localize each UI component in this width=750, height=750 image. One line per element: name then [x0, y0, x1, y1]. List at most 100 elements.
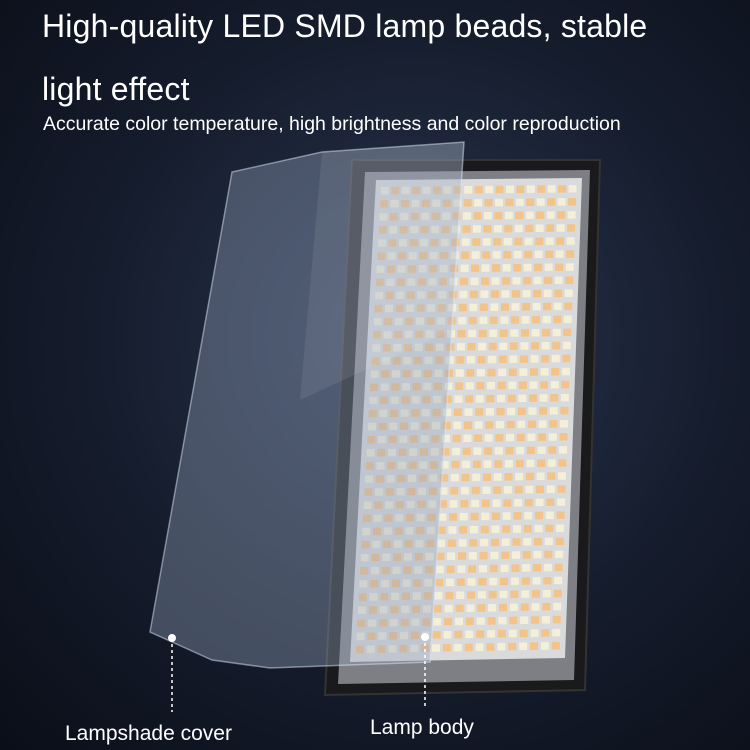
led-bead	[389, 632, 398, 640]
led-bead	[508, 381, 517, 390]
led-bead	[481, 277, 490, 285]
led-bead	[434, 369, 443, 378]
led-bead	[469, 290, 478, 299]
led-bead	[369, 593, 378, 601]
led-bead	[449, 277, 458, 286]
led-bead	[502, 277, 511, 285]
led-bead	[423, 592, 432, 600]
led-bead	[467, 342, 476, 351]
led-bead	[402, 579, 411, 587]
led-bead	[533, 564, 542, 572]
led-bead	[544, 550, 553, 559]
led-bead	[396, 291, 405, 300]
led-bead	[442, 199, 451, 207]
led-bead	[516, 185, 525, 194]
led-bead	[554, 289, 563, 298]
led-bead	[383, 540, 392, 548]
led-bead	[461, 251, 470, 259]
led-bead	[548, 446, 557, 454]
led-bead	[489, 577, 498, 586]
led-bead	[495, 420, 504, 429]
led-bead	[417, 500, 426, 509]
led-bead	[555, 250, 564, 258]
led-bead	[553, 602, 562, 611]
led-bead	[445, 591, 454, 600]
led-bead	[409, 435, 418, 443]
led-bead	[458, 316, 467, 325]
led-bead	[481, 499, 490, 508]
led-bead	[558, 185, 567, 193]
led-bead	[370, 383, 379, 392]
led-bead	[379, 606, 388, 614]
led-bead	[502, 525, 511, 533]
led-bead	[494, 447, 503, 455]
led-bead	[397, 461, 406, 470]
led-bead	[406, 304, 415, 312]
led-bead	[541, 355, 550, 363]
led-bead	[362, 514, 371, 523]
led-bead	[428, 500, 437, 508]
led-bead	[371, 357, 380, 365]
led-bead	[489, 316, 498, 325]
led-bead	[514, 224, 523, 233]
led-bead	[389, 422, 398, 431]
led-bead	[408, 461, 417, 470]
led-bead	[438, 500, 447, 508]
led-bead	[503, 250, 512, 259]
led-bead	[491, 277, 500, 285]
led-bead	[561, 367, 570, 376]
led-bead	[391, 186, 400, 195]
led-bead	[408, 252, 417, 260]
led-bead	[473, 212, 482, 220]
led-bead	[534, 263, 543, 272]
led-bead	[558, 472, 567, 480]
led-bead	[526, 185, 535, 193]
led-bead	[386, 278, 395, 287]
led-bead	[466, 356, 475, 364]
led-bead	[479, 316, 488, 325]
led-bead	[373, 317, 382, 326]
led-bead	[414, 566, 423, 574]
led-bead	[372, 540, 381, 549]
led-bead	[477, 355, 486, 364]
led-bead	[533, 276, 542, 285]
led-bead	[398, 252, 407, 260]
led-bead	[469, 539, 478, 547]
led-bead	[412, 592, 421, 600]
led-bead	[414, 553, 423, 561]
led-bead	[552, 615, 561, 624]
led-bead	[507, 394, 516, 403]
led-bead	[398, 239, 407, 247]
led-bead	[512, 538, 521, 546]
led-bead	[522, 551, 531, 559]
led-bead	[535, 511, 544, 520]
led-bead	[500, 303, 509, 311]
led-bead	[357, 619, 366, 628]
led-bead	[555, 550, 564, 559]
led-bead	[474, 185, 483, 194]
led-bead	[450, 473, 459, 482]
led-bead	[503, 237, 512, 246]
led-bead	[442, 644, 451, 652]
led-bead	[432, 408, 441, 417]
led-bead	[491, 525, 500, 534]
led-bead	[557, 485, 566, 493]
led-bead	[554, 576, 563, 585]
led-bead	[456, 356, 465, 364]
led-bead	[425, 330, 434, 338]
led-bead	[552, 628, 561, 637]
led-bead	[468, 552, 477, 560]
led-bead	[498, 355, 507, 364]
led-bead	[411, 618, 420, 627]
led-bead	[456, 591, 465, 600]
led-bead	[547, 185, 556, 193]
led-bead	[388, 239, 397, 247]
led-bead	[520, 329, 529, 337]
led-bead	[424, 579, 433, 587]
led-bead	[498, 616, 507, 625]
led-bead	[556, 224, 565, 232]
led-bead	[537, 185, 546, 193]
led-bead	[450, 487, 459, 495]
led-bead	[380, 396, 389, 405]
